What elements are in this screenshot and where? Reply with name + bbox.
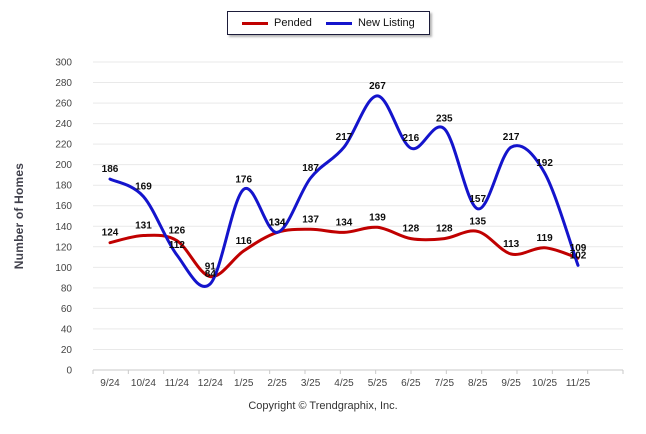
y-tick-label: 100: [55, 263, 72, 274]
data-point-label: 169: [135, 181, 152, 192]
x-tick-label: 9/25: [501, 378, 521, 389]
data-point-label: 186: [102, 164, 119, 175]
data-point-label: 134: [269, 217, 286, 228]
x-tick-label: 11/25: [566, 378, 591, 389]
data-point-label: 116: [236, 236, 253, 247]
data-point-label: 134: [336, 217, 353, 228]
x-tick-label: 10/25: [532, 378, 557, 389]
data-point-label: 135: [469, 216, 486, 227]
legend-item-pended: Pended: [242, 16, 312, 29]
series-line-new-listing: [108, 94, 580, 288]
x-tick-label: 11/24: [165, 378, 190, 389]
y-tick-label: 40: [61, 324, 73, 335]
data-point-label: 112: [169, 240, 186, 251]
data-point-label: 267: [369, 81, 386, 92]
y-tick-label: 20: [61, 345, 73, 356]
y-tick-label: 260: [55, 99, 72, 110]
data-point-label: 128: [436, 224, 453, 235]
data-point-label: 192: [536, 158, 553, 169]
y-tick-label: 180: [55, 181, 72, 192]
x-tick-label: 8/25: [468, 378, 488, 389]
data-point-label: 176: [235, 174, 252, 185]
series-line-pended: [108, 225, 580, 279]
y-tick-label: 300: [55, 58, 72, 69]
x-tick-label: 7/25: [435, 378, 455, 389]
y-tick-label: 200: [55, 160, 72, 171]
y-tick-label: 60: [61, 304, 73, 315]
data-point-label: 157: [469, 194, 486, 205]
data-point-label: 131: [135, 221, 152, 232]
data-point-label: 109: [570, 243, 587, 254]
x-tick-label: 2/25: [267, 378, 287, 389]
data-point-label: 119: [537, 233, 554, 244]
y-tick-label: 240: [55, 119, 72, 130]
data-point-label: 139: [369, 212, 386, 223]
x-tick-label: 4/25: [334, 378, 354, 389]
x-tick-label: 10/24: [131, 378, 156, 389]
data-point-label: 217: [503, 132, 520, 143]
x-tick-label: 5/25: [368, 378, 388, 389]
data-point-label: 134: [269, 217, 286, 228]
data-point-label: 128: [403, 224, 420, 235]
data-point-label: 102: [570, 250, 587, 261]
legend-label-new-listing: New Listing: [357, 16, 415, 29]
x-tick-label: 9/24: [100, 378, 120, 389]
y-tick-label: 0: [66, 366, 72, 377]
legend-label-pended: Pended: [274, 16, 312, 29]
x-tick-label: 6/25: [401, 378, 421, 389]
legend-item-new-listing: New Listing: [325, 16, 415, 29]
x-tick-label: 12/24: [198, 378, 223, 389]
y-tick-label: 120: [55, 242, 72, 253]
y-tick-label: 140: [55, 222, 72, 233]
y-tick-label: 280: [55, 78, 72, 89]
pended-line-swatch-icon: [242, 21, 268, 25]
data-point-label: 137: [302, 214, 319, 225]
data-point-label: 124: [102, 228, 119, 239]
y-tick-label: 80: [61, 283, 73, 294]
y-tick-label: 220: [55, 140, 72, 151]
data-point-label: 91: [205, 262, 217, 273]
data-point-label: 187: [302, 163, 319, 174]
new-listing-line-swatch-icon: [325, 21, 352, 25]
data-point-label: 126: [169, 226, 186, 237]
copyright-text: Copyright © Trendgraphix, Inc.: [248, 400, 398, 412]
x-tick-label: 1/25: [234, 378, 254, 389]
y-tick-label: 160: [55, 201, 72, 212]
chart-legend: Pended New Listing: [227, 11, 430, 35]
data-point-label: 217: [336, 132, 353, 143]
data-point-label: 216: [403, 133, 420, 144]
x-tick-label: 3/25: [301, 378, 321, 389]
data-point-label: 235: [436, 114, 453, 125]
data-point-label: 113: [503, 239, 520, 250]
data-point-label: 84: [205, 269, 217, 280]
